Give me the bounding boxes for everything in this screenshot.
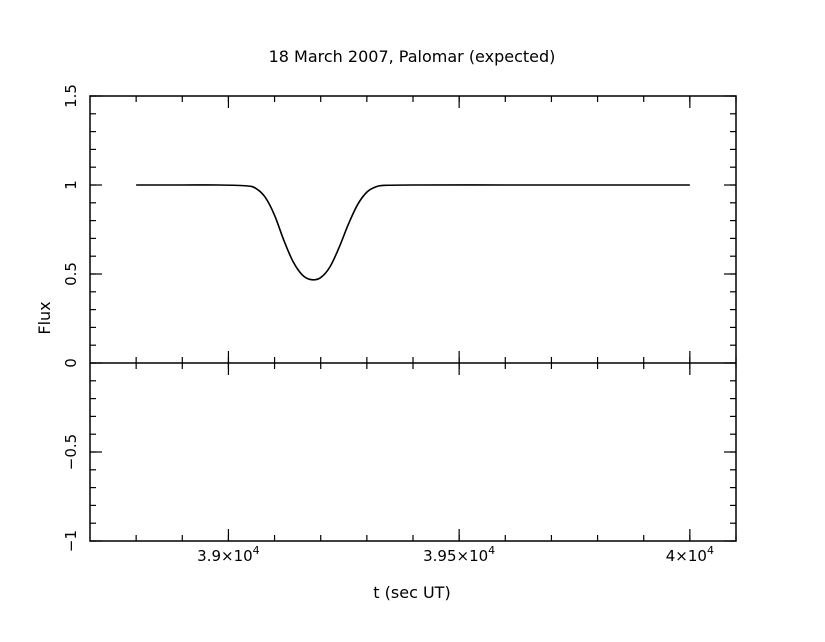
x-tick-labels: 3.9×104 3.95×104 4×104 [197,544,714,565]
y-tick-labels: −1 −0.5 0 0.5 1 1.5 [62,84,80,552]
chart-title: 18 March 2007, Palomar (expected) [269,47,556,66]
x-major-ticks [227,96,691,541]
y-tick-label: −0.5 [62,434,80,470]
y-tick-label: 0.5 [62,262,80,286]
x-axis-label: t (sec UT) [373,583,450,602]
series-layer [136,184,690,281]
plot-frame [89,95,737,542]
x-minor-ticks [135,96,737,541]
x-tick-label: 3.95×104 [423,544,495,565]
y-axis-label: Flux [35,301,54,334]
y-major-ticks [90,95,736,542]
x-tick-label: 4×104 [666,544,714,565]
y-tick-label: 0 [62,358,80,368]
y-tick-label: 1 [62,180,80,190]
y-tick-label: −1 [62,530,80,552]
y-tick-label: 1.5 [62,84,80,108]
y-minor-ticks [90,95,736,542]
series-line [136,184,690,281]
x-tick-label: 3.9×104 [197,544,260,565]
